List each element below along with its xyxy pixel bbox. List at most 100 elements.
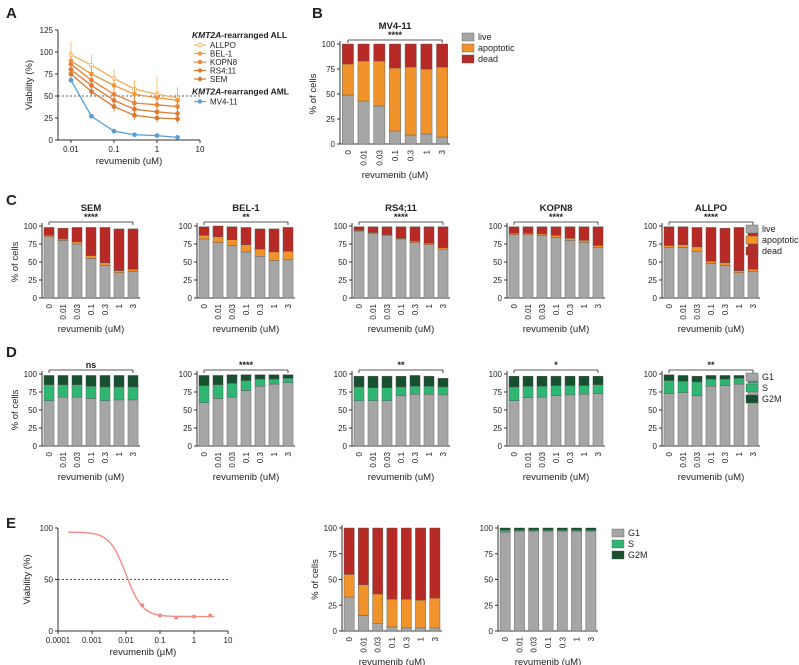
legend-swatch: [611, 539, 625, 549]
bar-segment-s: [423, 386, 435, 395]
x-tick-label: 3: [129, 451, 138, 456]
series-line-bel-1: [70, 60, 178, 102]
x-tick-label: 3: [749, 303, 758, 308]
bar-segment-g1: [571, 530, 582, 632]
significance-label: **: [707, 360, 715, 370]
x-tick-label: 0.3: [407, 149, 416, 161]
data-point: [158, 613, 162, 618]
chart-title: SEM: [81, 203, 102, 214]
x-tick-label: 0.1: [87, 451, 96, 463]
x-tick-label: 1: [580, 451, 589, 456]
bar-segment-g2m: [381, 375, 393, 388]
legend-group-suffix: -rearranged ALL: [221, 30, 287, 40]
x-tick-label: 0.3: [411, 451, 420, 463]
x-tick-label: 0.3: [256, 303, 265, 315]
bar-segment-g2m: [240, 374, 252, 381]
bar-segment-live: [226, 245, 238, 299]
y-tick-label: 25: [183, 424, 192, 433]
x-tick-label: 3: [431, 636, 440, 641]
data-point: [140, 603, 145, 608]
bar-segment-g1: [556, 530, 568, 632]
panel-letter: E: [6, 515, 16, 532]
significance-label: ****: [704, 212, 719, 222]
y-tick-label: 0: [489, 627, 494, 636]
x-tick-label: 0.01: [63, 145, 79, 154]
x-tick-label: 1: [425, 451, 434, 456]
bar-segment-g2m: [514, 527, 525, 531]
bar-segment-g2m: [536, 375, 548, 387]
legend-label: dead: [478, 54, 498, 64]
legend-label: live: [478, 32, 492, 42]
legend-marker: [197, 76, 203, 82]
bar-segment-live: [420, 133, 433, 145]
y-tick-label: 50: [326, 90, 335, 99]
bar-segment-apoptotic: [198, 235, 210, 240]
y-tick-label: 100: [324, 524, 338, 533]
bar-segment-s: [282, 378, 294, 383]
x-axis-label: revumenib (uM): [523, 324, 590, 335]
bar-segment-apoptotic: [85, 255, 97, 259]
chart-title: MV4-11: [379, 21, 412, 32]
x-tick-label: 0.03: [73, 451, 82, 467]
x-tick-label: 0: [200, 303, 209, 308]
legend-swatch: [745, 383, 759, 393]
bar-segment-g2m: [691, 375, 703, 383]
bar-segment-dead: [404, 43, 417, 68]
data-point: [154, 133, 160, 139]
bar-segment-apoptotic: [342, 63, 354, 96]
chart-title: KOPN8: [540, 203, 573, 214]
bar-segment-g2m: [57, 375, 69, 386]
legend-label: apoptotic: [762, 235, 799, 245]
x-tick-label: 1: [425, 303, 434, 308]
bar-segment-s: [719, 378, 731, 386]
bar-segment-dead: [268, 228, 280, 253]
bar-segment-dead: [691, 227, 703, 248]
x-tick-label: 0.03: [73, 303, 82, 319]
x-tick-label: 0.1: [388, 636, 397, 648]
bar-segment-g1: [592, 393, 604, 447]
bar-segment-apoptotic: [358, 584, 369, 616]
data-point: [154, 109, 160, 115]
x-tick-label: 3: [284, 451, 293, 456]
bar-segment-s: [43, 384, 55, 401]
y-tick-label: 75: [328, 550, 337, 559]
bar-segment-dead: [358, 527, 369, 585]
y-tick-label: 25: [493, 424, 502, 433]
legend-swatch: [745, 235, 759, 245]
series-line-sem: [70, 73, 178, 120]
x-tick-label: 3: [594, 451, 603, 456]
bar-segment-g1: [564, 394, 576, 447]
bar-segment-live: [747, 271, 759, 299]
bar-segment-apoptotic: [43, 235, 55, 238]
bar-segment-dead: [367, 226, 379, 233]
y-tick-label: 0: [188, 294, 193, 303]
bar-segment-s: [85, 386, 97, 399]
legend-swatch: [745, 372, 759, 382]
significance-label: *: [554, 360, 558, 370]
bar-segment-apoptotic: [268, 251, 280, 261]
bar-segment-apoptotic: [719, 262, 731, 266]
bar-segment-g1: [733, 383, 745, 447]
bar-segment-g1: [254, 386, 266, 447]
bar-segment-live: [400, 627, 412, 632]
bar-segment-live: [436, 136, 449, 145]
data-point: [192, 614, 196, 619]
bar-segment-g2m: [499, 527, 511, 531]
legend-marker: [197, 99, 203, 104]
y-axis-label: Viability (%): [22, 555, 33, 605]
data-point: [111, 104, 117, 109]
x-tick-label: 0.3: [566, 303, 575, 315]
bar-segment-live: [429, 627, 441, 632]
data-point: [89, 89, 94, 94]
bar-chart-b: 0 25 50 75 100 0 0.01 0.03 0.1 0.3 1 3 ****MV4-11 rev…: [308, 21, 515, 181]
bar-segment-g2m: [437, 378, 449, 388]
bar-segment-live: [733, 272, 745, 299]
line-chart-a: 0 25 50 75 100 125 0.01 0.1 1 10 Viability (%) revu…: [24, 26, 289, 167]
series-line-rs4-11: [70, 69, 178, 115]
x-tick-label: 0: [344, 149, 353, 154]
x-axis-label: revumenib (uM): [368, 324, 435, 335]
y-tick-label: 25: [648, 424, 657, 433]
bar-segment-g1: [57, 396, 69, 447]
x-axis-label: revumenib (uM): [678, 472, 745, 483]
bar-segment-apoptotic: [71, 241, 83, 245]
